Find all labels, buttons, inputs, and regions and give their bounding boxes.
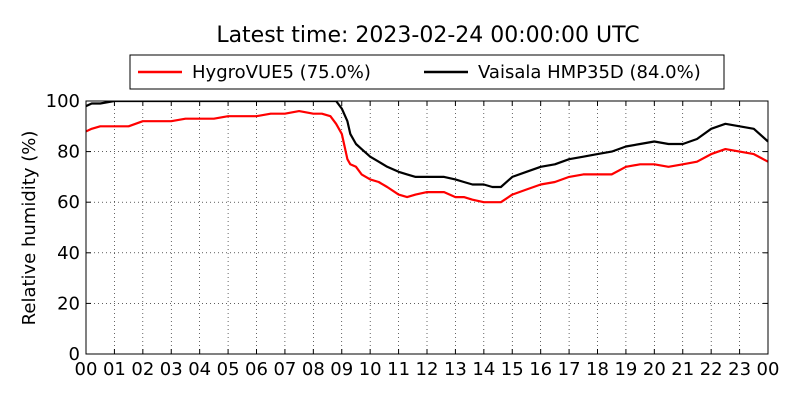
x-tick-label: 11 (387, 359, 410, 380)
legend: HygroVUE5 (75.0%) Vaisala HMP35D (84.0%) (129, 54, 725, 90)
x-tick-label: 15 (501, 359, 524, 380)
y-axis-label: Relative humidity (%) (19, 131, 40, 326)
x-tick-label: 16 (529, 359, 552, 380)
x-tick-label: 01 (103, 359, 126, 380)
x-tick-label: 00 (75, 359, 98, 380)
x-tick-label: 22 (700, 359, 723, 380)
x-tick-label: 07 (273, 359, 296, 380)
x-tick-label: 05 (217, 359, 240, 380)
x-tick-label: 19 (614, 359, 637, 380)
x-tick-label: 04 (188, 359, 211, 380)
y-tick-label: 40 (57, 243, 80, 264)
series-lines (86, 101, 768, 204)
chart-title: Latest time: 2023-02-24 00:00:00 UTC (216, 23, 639, 48)
y-tick-label: 20 (57, 293, 80, 314)
x-tick-label: 18 (586, 359, 609, 380)
x-tick-label: 02 (131, 359, 154, 380)
y-tick-label: 60 (57, 192, 80, 213)
x-tick-label: 14 (472, 359, 495, 380)
series-line-vaisala (86, 101, 768, 189)
plot-frame (85, 100, 769, 355)
y-tick-label: 80 (57, 142, 80, 163)
x-tick-label: 03 (160, 359, 183, 380)
ticks: 00 01 02 03 04 05 06 07 08 09 10 11 12 13 14 15 16 17 18 19… (46, 91, 780, 380)
x-tick-label: 13 (444, 359, 467, 380)
x-tick-label: 23 (728, 359, 751, 380)
x-tick-label: 12 (416, 359, 439, 380)
series-line-hygrovue5 (86, 109, 768, 204)
legend-label-vaisala: Vaisala HMP35D (84.0%) (478, 62, 701, 83)
legend-label-hygrovue5: HygroVUE5 (75.0%) (192, 62, 371, 83)
y-tick-label: 0 (69, 344, 80, 365)
x-tick-label: 21 (671, 359, 694, 380)
grid (86, 101, 768, 354)
x-tick-label: 10 (359, 359, 382, 380)
x-tick-label: 20 (643, 359, 666, 380)
x-tick-label: 17 (558, 359, 581, 380)
x-tick-label: 06 (245, 359, 268, 380)
y-tick-label: 100 (46, 91, 80, 112)
x-tick-label: 09 (330, 359, 353, 380)
x-tick-label: 08 (302, 359, 325, 380)
x-tick-label: 00 (757, 359, 780, 380)
